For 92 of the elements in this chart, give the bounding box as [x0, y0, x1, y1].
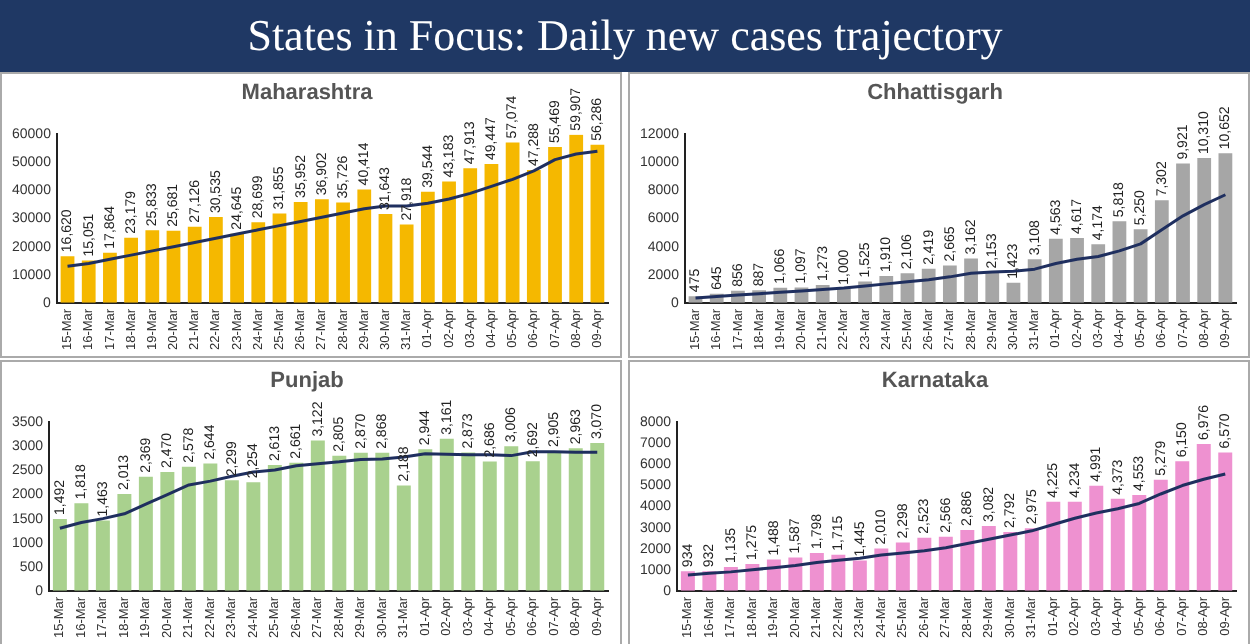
bar	[224, 480, 239, 591]
bar	[314, 199, 329, 303]
bar	[1024, 528, 1039, 591]
bar	[117, 493, 132, 591]
bar	[138, 476, 153, 591]
bar	[1196, 443, 1211, 591]
bar	[251, 222, 266, 303]
bar	[357, 189, 372, 303]
bar	[289, 462, 304, 591]
bar	[484, 164, 499, 303]
bar	[60, 256, 75, 303]
bar	[852, 560, 867, 591]
bar	[788, 557, 803, 591]
bar	[548, 147, 562, 303]
bar	[209, 217, 223, 303]
bar	[1197, 158, 1212, 303]
bar	[1067, 501, 1082, 591]
bar	[1091, 244, 1106, 303]
bar	[442, 181, 456, 303]
bar	[985, 272, 1000, 303]
chart-title: Punjab	[270, 369, 345, 394]
bar	[1089, 485, 1104, 591]
bar	[52, 519, 67, 591]
bar	[938, 536, 953, 591]
bar	[332, 455, 347, 591]
bar	[418, 449, 433, 591]
bar	[874, 548, 889, 591]
bar	[124, 237, 138, 303]
bar	[461, 452, 476, 591]
bar	[463, 168, 478, 303]
bar	[336, 202, 350, 303]
bar	[310, 440, 325, 591]
bar	[981, 525, 996, 591]
bar	[1132, 494, 1147, 591]
text: States in Focus: Daily new cases trajectory	[0, 0, 1250, 72]
bar	[1110, 498, 1125, 591]
bar	[230, 233, 244, 303]
bar	[837, 288, 851, 303]
bar	[396, 485, 411, 591]
bar	[1112, 221, 1127, 303]
bar	[1006, 282, 1021, 303]
bar	[203, 463, 218, 591]
bar	[353, 452, 368, 591]
bar	[1070, 238, 1084, 303]
bar	[1153, 479, 1168, 591]
bar	[942, 265, 957, 303]
bar	[547, 451, 562, 591]
bar	[1218, 452, 1233, 591]
bar	[1048, 238, 1063, 303]
bar	[375, 452, 390, 591]
bar	[95, 520, 110, 591]
bar	[378, 214, 393, 303]
bar	[568, 448, 583, 591]
bar	[960, 530, 975, 591]
bar	[267, 465, 282, 591]
bar	[525, 461, 540, 591]
bar	[103, 252, 117, 303]
bar	[74, 503, 89, 591]
bar	[1133, 229, 1148, 303]
bar	[1003, 532, 1018, 591]
bar	[1175, 461, 1190, 591]
bar	[590, 443, 605, 591]
bar	[1046, 501, 1061, 591]
bar	[526, 170, 541, 303]
bar	[181, 466, 196, 591]
bar	[81, 260, 96, 303]
chart-title: Karnataka	[881, 369, 990, 394]
bar	[1154, 200, 1169, 303]
bar	[420, 191, 435, 303]
chart-title: Chhattisgarh	[867, 81, 1004, 106]
bar	[505, 142, 520, 303]
bar	[160, 471, 175, 591]
bar	[809, 552, 824, 591]
bar	[590, 144, 605, 303]
bar	[569, 134, 584, 303]
bar	[439, 438, 454, 591]
bar	[504, 446, 519, 591]
bar	[246, 482, 261, 591]
bar	[895, 542, 910, 591]
bar	[1176, 163, 1190, 303]
bar	[921, 268, 936, 303]
bar	[1218, 153, 1233, 303]
bar	[964, 258, 978, 303]
bar	[917, 537, 932, 591]
chart-title: Maharashtra	[241, 81, 375, 106]
bar	[145, 230, 160, 303]
bar	[1027, 259, 1042, 303]
bar	[399, 224, 414, 303]
bar	[272, 213, 287, 303]
bar	[482, 461, 497, 591]
bar	[293, 201, 308, 303]
bar	[187, 226, 202, 303]
